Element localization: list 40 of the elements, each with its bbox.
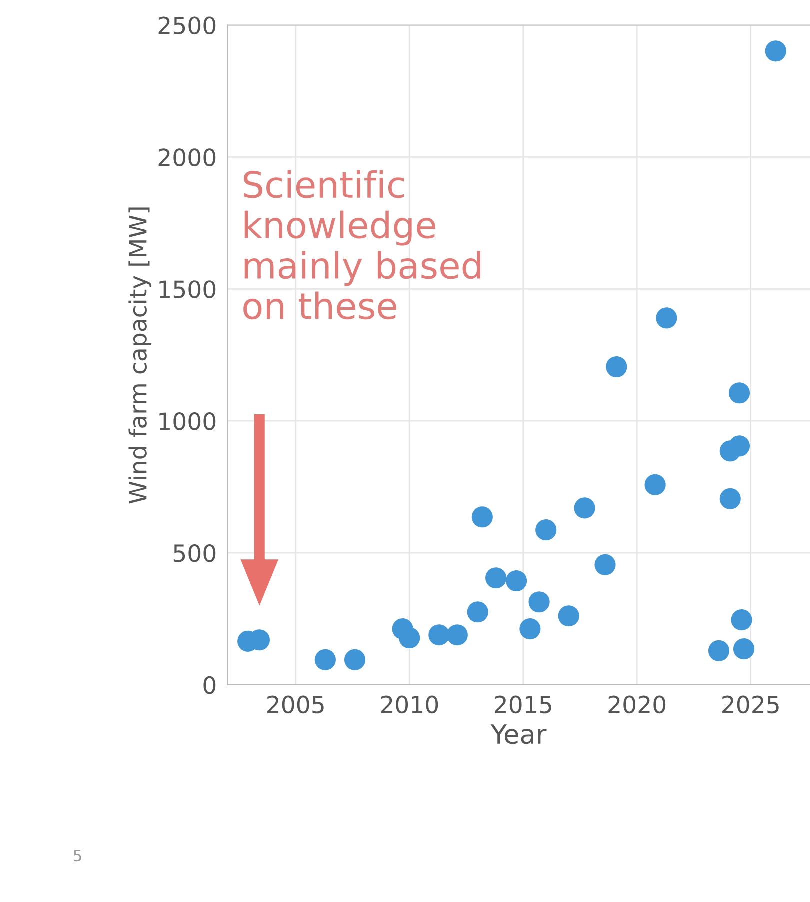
point bbox=[765, 40, 786, 62]
point bbox=[574, 498, 596, 519]
point bbox=[399, 627, 420, 649]
point bbox=[467, 602, 488, 623]
point bbox=[536, 520, 557, 541]
point bbox=[594, 554, 616, 576]
point bbox=[733, 638, 755, 660]
point bbox=[446, 624, 468, 646]
point bbox=[720, 488, 741, 510]
point bbox=[520, 618, 541, 640]
point bbox=[708, 640, 730, 662]
y-tick-label: 0 bbox=[204, 676, 216, 694]
x-tick-label: 2025 bbox=[722, 696, 779, 714]
y-tick-label: 2500 bbox=[158, 16, 216, 35]
point bbox=[558, 606, 580, 627]
y-tick-label: 1000 bbox=[160, 412, 216, 430]
point bbox=[506, 570, 528, 592]
point bbox=[428, 624, 450, 646]
point bbox=[728, 382, 750, 404]
x-tick-label: 2020 bbox=[608, 696, 666, 714]
x-tick-label: 2010 bbox=[381, 696, 438, 714]
point bbox=[731, 610, 752, 631]
point bbox=[314, 649, 336, 670]
y-tick-label: 1500 bbox=[160, 280, 216, 298]
x-tick-label: 2015 bbox=[495, 696, 552, 714]
point bbox=[606, 356, 628, 378]
y-tick-label: 500 bbox=[174, 544, 216, 562]
x-axis-title: Year bbox=[490, 724, 547, 744]
annotation: Scientific knowledge mainly based on these bbox=[244, 170, 480, 320]
y-axis-title: Wind farm capacity [MW] bbox=[128, 208, 152, 504]
point bbox=[644, 474, 666, 496]
x-tick-label: 2005 bbox=[268, 696, 324, 714]
text: 5 bbox=[74, 850, 82, 862]
point bbox=[472, 506, 493, 528]
point bbox=[528, 592, 550, 613]
point bbox=[344, 649, 366, 670]
point bbox=[728, 436, 750, 457]
y-tick-label: 2000 bbox=[158, 148, 216, 167]
point bbox=[486, 568, 507, 589]
point bbox=[656, 308, 678, 329]
